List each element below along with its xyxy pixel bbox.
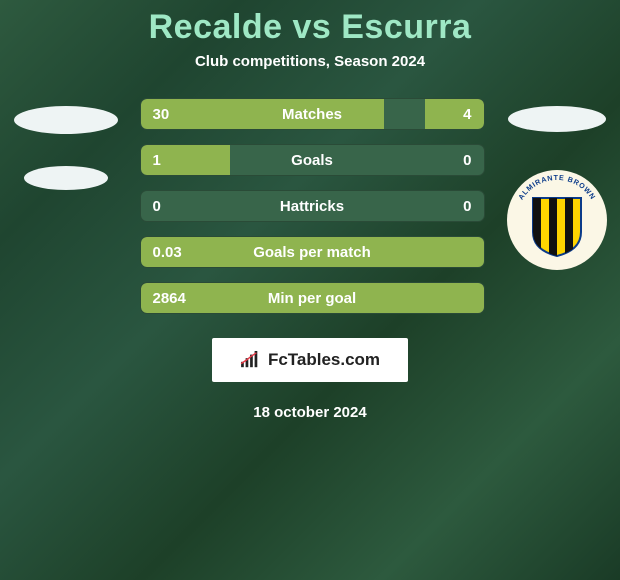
stat-row: 30Matches4: [140, 98, 485, 130]
stat-row: 2864Min per goal: [140, 282, 485, 314]
stat-label: Goals: [141, 145, 484, 175]
left-team-badge-placeholder-1: [14, 106, 118, 134]
right-team-column: ALMIRANTE BROWN: [507, 98, 607, 270]
page-title: Recalde vs Escurra: [149, 8, 472, 47]
source-badge-text: FcTables.com: [268, 350, 380, 370]
stat-label: Hattricks: [141, 191, 484, 221]
left-team-column: [14, 98, 118, 190]
stat-row: 0.03Goals per match: [140, 236, 485, 268]
right-team-crest: ALMIRANTE BROWN: [507, 170, 607, 270]
club-crest-icon: ALMIRANTE BROWN: [507, 170, 607, 270]
stat-label: Goals per match: [141, 237, 484, 267]
left-team-badge-placeholder-2: [24, 166, 108, 190]
stat-label: Min per goal: [141, 283, 484, 313]
snapshot-date: 18 october 2024: [253, 404, 366, 421]
stat-area: 30Matches41Goals00Hattricks00.03Goals pe…: [14, 98, 607, 314]
page-subtitle: Club competitions, Season 2024: [195, 53, 425, 70]
stat-value-right: 0: [463, 145, 471, 175]
source-badge: FcTables.com: [212, 338, 408, 382]
stat-row: 0Hattricks0: [140, 190, 485, 222]
stat-value-right: 0: [463, 191, 471, 221]
right-team-badge-placeholder-1: [508, 106, 606, 132]
stat-row: 1Goals0: [140, 144, 485, 176]
comparison-card: Recalde vs Escurra Club competitions, Se…: [0, 0, 620, 580]
stats-column: 30Matches41Goals00Hattricks00.03Goals pe…: [140, 98, 485, 314]
stat-label: Matches: [141, 99, 484, 129]
stat-value-right: 4: [463, 99, 471, 129]
bar-chart-icon: [240, 351, 262, 369]
